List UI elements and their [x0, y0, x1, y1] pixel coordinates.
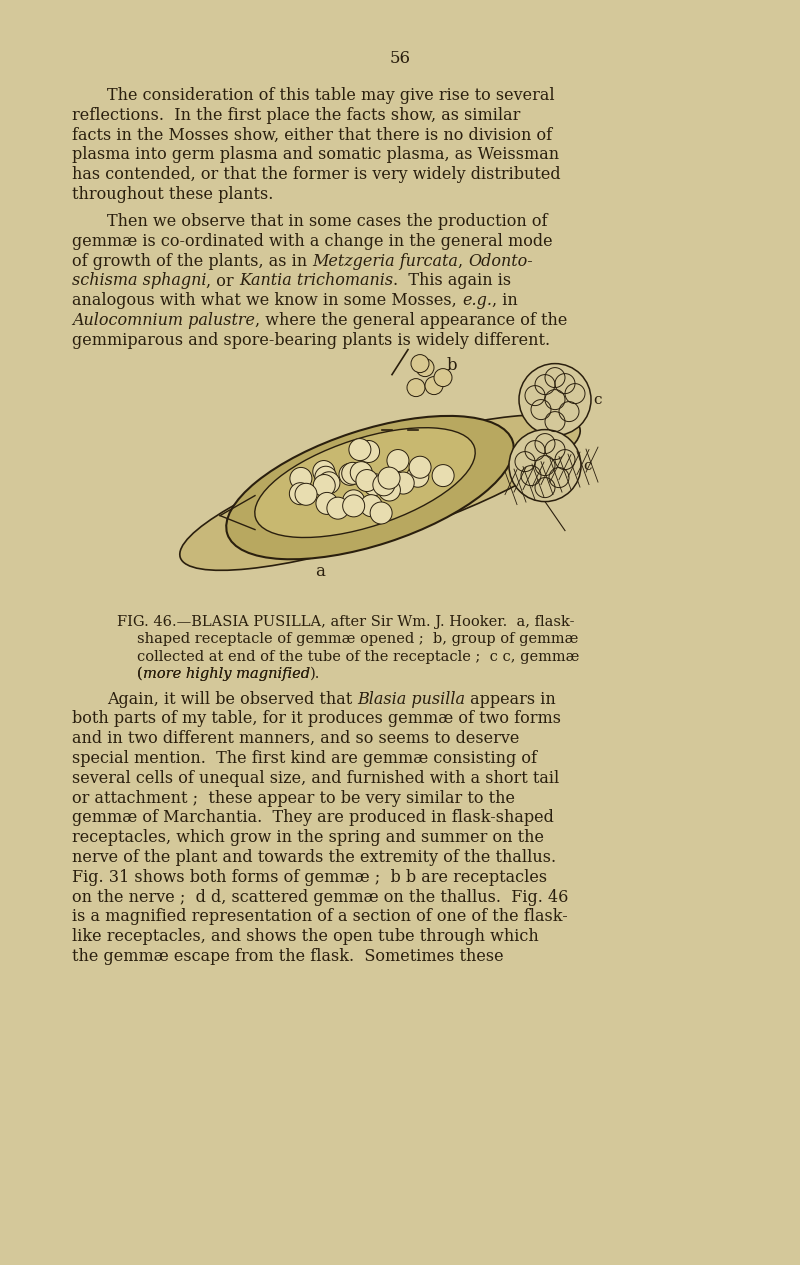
Text: or attachment ;  these appear to be very similar to the: or attachment ; these appear to be very … [72, 789, 515, 807]
Circle shape [295, 483, 317, 505]
Text: ,: , [458, 253, 468, 269]
Text: of growth of the plants, as in: of growth of the plants, as in [72, 253, 312, 269]
Text: several cells of unequal size, and furnished with a short tail: several cells of unequal size, and furni… [72, 770, 559, 787]
Text: Metzgeria furcata: Metzgeria furcata [312, 253, 458, 269]
Text: and in two different manners, and so seems to deserve: and in two different manners, and so see… [72, 730, 519, 748]
Circle shape [425, 377, 443, 395]
Circle shape [509, 430, 581, 502]
Text: (: ( [137, 667, 142, 681]
Text: Blasia pusilla: Blasia pusilla [358, 691, 466, 707]
Text: on the nerve ;  d d, scattered gemmæ on the thallus.  Fig. 46: on the nerve ; d d, scattered gemmæ on t… [72, 888, 568, 906]
Circle shape [339, 463, 361, 486]
Circle shape [416, 358, 434, 377]
Text: receptacles, which grow in the spring and summer on the: receptacles, which grow in the spring an… [72, 829, 544, 846]
Text: Again, it will be observed that: Again, it will be observed that [107, 691, 358, 707]
Text: FIG. 46.—BLASIA PUSILLA, after Sir Wm. J. Hooker.  a, flask-: FIG. 46.—BLASIA PUSILLA, after Sir Wm. J… [117, 615, 574, 629]
Text: both parts of my table, for it produces gemmæ of two forms: both parts of my table, for it produces … [72, 711, 561, 727]
Circle shape [342, 490, 365, 512]
Text: c: c [593, 392, 602, 406]
Text: more highly magnified: more highly magnified [142, 667, 310, 681]
Circle shape [373, 474, 395, 496]
Text: is a magnified representation of a section of one of the flask-: is a magnified representation of a secti… [72, 908, 568, 926]
Circle shape [432, 464, 454, 487]
Text: plasma into germ plasma and somatic plasma, as Weissman: plasma into germ plasma and somatic plas… [72, 147, 559, 163]
Text: Fig. 31 shows both forms of gemmæ ;  b b are receptacles: Fig. 31 shows both forms of gemmæ ; b b … [72, 869, 547, 885]
Text: gemmiparous and spore-bearing plants is widely different.: gemmiparous and spore-bearing plants is … [72, 331, 550, 349]
Text: .  This again is: . This again is [394, 272, 511, 290]
Circle shape [370, 502, 392, 524]
Circle shape [356, 469, 378, 492]
Text: analogous with what we know in some Mosses,: analogous with what we know in some Moss… [72, 292, 462, 309]
Text: special mention.  The first kind are gemmæ consisting of: special mention. The first kind are gemm… [72, 750, 537, 767]
Circle shape [360, 495, 382, 516]
Text: a: a [315, 563, 325, 579]
Circle shape [378, 479, 401, 501]
Circle shape [378, 467, 400, 490]
Text: gemmæ of Marchantia.  They are produced in flask-shaped: gemmæ of Marchantia. They are produced i… [72, 810, 554, 826]
Ellipse shape [180, 415, 580, 571]
Text: ).: ). [310, 667, 320, 681]
Circle shape [315, 467, 337, 488]
Text: reflections.  In the first place the facts show, as similar: reflections. In the first place the fact… [72, 106, 520, 124]
Text: more highly magnified: more highly magnified [142, 667, 310, 681]
Circle shape [411, 354, 429, 373]
Circle shape [434, 368, 452, 387]
Circle shape [358, 440, 379, 463]
Circle shape [519, 363, 591, 435]
Circle shape [313, 460, 334, 482]
Circle shape [327, 497, 349, 519]
Text: appears in: appears in [466, 691, 556, 707]
Text: facts in the Mosses show, either that there is no division of: facts in the Mosses show, either that th… [72, 126, 552, 144]
Text: gemmæ is co-ordinated with a change in the general mode: gemmæ is co-ordinated with a change in t… [72, 233, 553, 249]
Text: Kantia trichomanis: Kantia trichomanis [239, 272, 394, 290]
Ellipse shape [226, 416, 514, 559]
Text: schisma sphagni: schisma sphagni [72, 272, 206, 290]
Text: (: ( [137, 667, 142, 681]
Text: Odonto-: Odonto- [468, 253, 533, 269]
Text: Aulocomnium palustre: Aulocomnium palustre [72, 312, 255, 329]
Circle shape [318, 472, 340, 493]
Circle shape [409, 457, 431, 478]
Circle shape [407, 466, 429, 487]
Text: like receptacles, and shows the open tube through which: like receptacles, and shows the open tub… [72, 929, 538, 945]
Circle shape [387, 449, 409, 472]
Text: , or: , or [206, 272, 239, 290]
Circle shape [407, 378, 425, 397]
Circle shape [342, 462, 364, 484]
Text: b: b [447, 357, 458, 374]
Ellipse shape [254, 428, 475, 538]
Text: nerve of the plant and towards the extremity of the thallus.: nerve of the plant and towards the extre… [72, 849, 556, 867]
Text: , where the general appearance of the: , where the general appearance of the [255, 312, 567, 329]
Circle shape [392, 472, 414, 495]
Text: c: c [583, 459, 591, 473]
Circle shape [290, 483, 311, 505]
Text: shaped receptacle of gemmæ opened ;  b, group of gemmæ: shaped receptacle of gemmæ opened ; b, g… [137, 632, 578, 646]
Text: collected at end of the tube of the receptacle ;  c c, gemmæ: collected at end of the tube of the rece… [137, 650, 579, 664]
Circle shape [350, 462, 372, 483]
Text: the gemmæ escape from the flask.  Sometimes these: the gemmæ escape from the flask. Sometim… [72, 947, 504, 965]
Text: The consideration of this table may give rise to several: The consideration of this table may give… [107, 87, 554, 104]
Text: throughout these plants.: throughout these plants. [72, 186, 274, 202]
Circle shape [342, 495, 365, 517]
Circle shape [349, 439, 371, 460]
Circle shape [314, 474, 335, 497]
Text: e.g.: e.g. [462, 292, 492, 309]
Circle shape [363, 473, 386, 496]
Text: Then we observe that in some cases the production of: Then we observe that in some cases the p… [107, 213, 547, 230]
Text: 56: 56 [390, 51, 410, 67]
Text: has contended, or that the former is very widely distributed: has contended, or that the former is ver… [72, 166, 561, 183]
Circle shape [316, 492, 338, 515]
Circle shape [290, 468, 312, 490]
Text: , in: , in [492, 292, 518, 309]
